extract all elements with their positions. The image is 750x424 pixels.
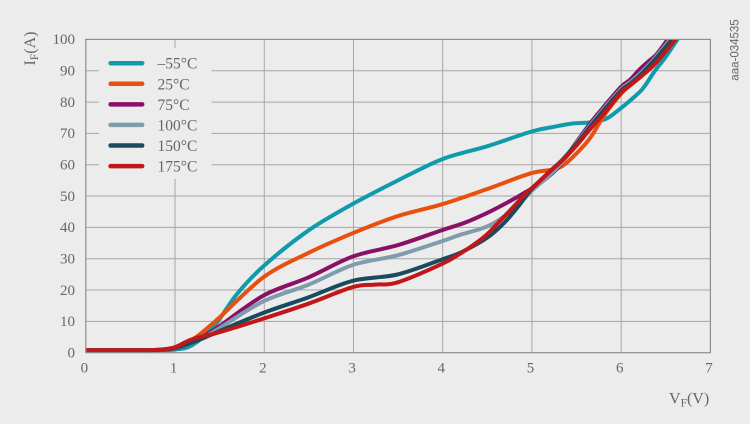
svg-text:25°C: 25°C bbox=[158, 76, 190, 93]
svg-text:10: 10 bbox=[60, 314, 75, 330]
svg-text:75°C: 75°C bbox=[158, 97, 190, 114]
svg-text:20: 20 bbox=[60, 283, 75, 299]
svg-text:80: 80 bbox=[60, 95, 75, 111]
svg-text:40: 40 bbox=[60, 220, 75, 236]
svg-text:0: 0 bbox=[68, 346, 76, 362]
svg-text:6: 6 bbox=[616, 361, 624, 377]
svg-text:5: 5 bbox=[527, 361, 535, 377]
svg-text:70: 70 bbox=[60, 126, 75, 142]
svg-text:100°C: 100°C bbox=[158, 117, 198, 134]
svg-text:150°C: 150°C bbox=[158, 138, 198, 155]
svg-text:175°C: 175°C bbox=[158, 159, 198, 176]
svg-text:60: 60 bbox=[60, 158, 75, 174]
svg-text:IF(A): IF(A) bbox=[22, 32, 41, 66]
svg-text:1: 1 bbox=[170, 361, 178, 377]
svg-text:100: 100 bbox=[53, 32, 76, 48]
svg-text:30: 30 bbox=[60, 252, 75, 268]
svg-text:2: 2 bbox=[259, 361, 267, 377]
svg-text:–55°C: –55°C bbox=[157, 56, 198, 73]
svg-text:90: 90 bbox=[60, 64, 75, 80]
svg-text:3: 3 bbox=[348, 361, 356, 377]
svg-text:4: 4 bbox=[438, 361, 446, 377]
svg-text:0: 0 bbox=[81, 361, 89, 377]
svg-text:aaa-034535: aaa-034535 bbox=[730, 19, 742, 80]
svg-text:7: 7 bbox=[705, 361, 713, 377]
svg-text:50: 50 bbox=[60, 189, 75, 205]
svg-text:VF(V): VF(V) bbox=[669, 391, 709, 410]
